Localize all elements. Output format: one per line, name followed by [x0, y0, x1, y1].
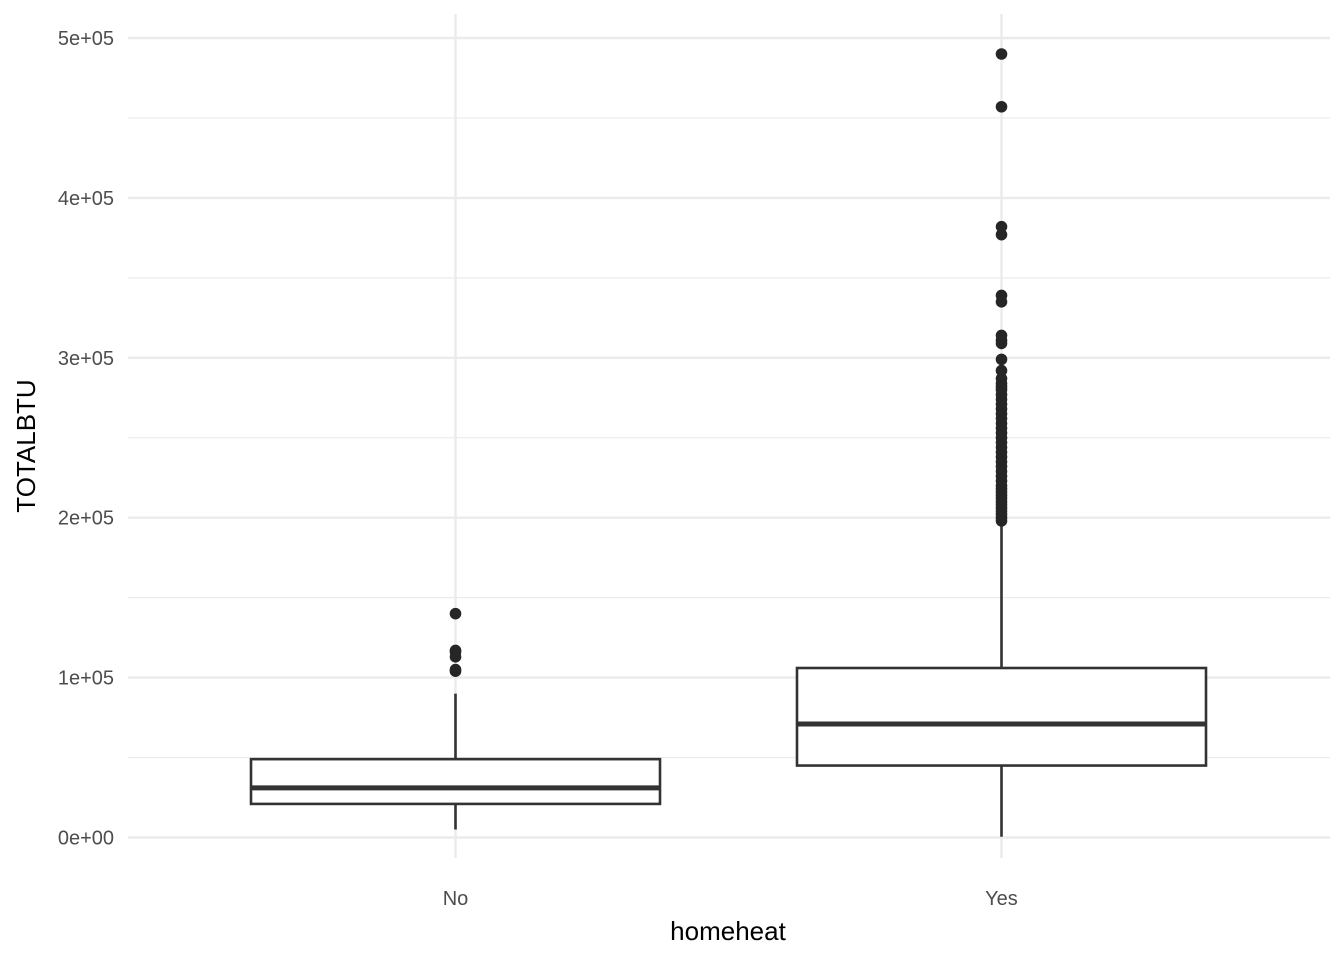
outlier-point: [449, 663, 462, 676]
x-tick-label: No: [443, 888, 469, 910]
outlier-point: [995, 364, 1008, 377]
y-tick-label: 0e+00: [58, 828, 114, 850]
outlier-point: [995, 329, 1008, 342]
y-tick-label: 5e+05: [58, 28, 114, 50]
y-axis-tick-labels: 0e+00 1e+05 2e+05 3e+05 4e+05 5e+05: [58, 28, 114, 850]
x-axis-tick-labels: No Yes: [443, 888, 1018, 910]
outlier-point: [995, 220, 1008, 233]
outlier-point: [995, 100, 1008, 113]
outlier-point: [449, 607, 462, 620]
boxplot-boxes: [249, 48, 1208, 837]
y-tick-label: 4e+05: [58, 188, 114, 210]
box-yes: [795, 48, 1208, 837]
outlier-point: [995, 228, 1008, 241]
outlier-point: [995, 289, 1008, 302]
box-iqr: [795, 666, 1208, 767]
x-axis-title: homeheat: [670, 916, 786, 946]
x-tick-label: Yes: [985, 888, 1018, 910]
outlier-point: [995, 372, 1008, 385]
y-tick-label: 3e+05: [58, 348, 114, 370]
outlier-point: [995, 48, 1008, 60]
y-axis-title: TOTALBTU: [11, 379, 41, 512]
box-no: [249, 607, 662, 830]
y-tick-label: 2e+05: [58, 508, 114, 530]
y-tick-label: 1e+05: [58, 668, 114, 690]
outlier-point: [995, 353, 1008, 366]
outlier-point: [449, 644, 462, 657]
box-iqr: [249, 757, 662, 806]
